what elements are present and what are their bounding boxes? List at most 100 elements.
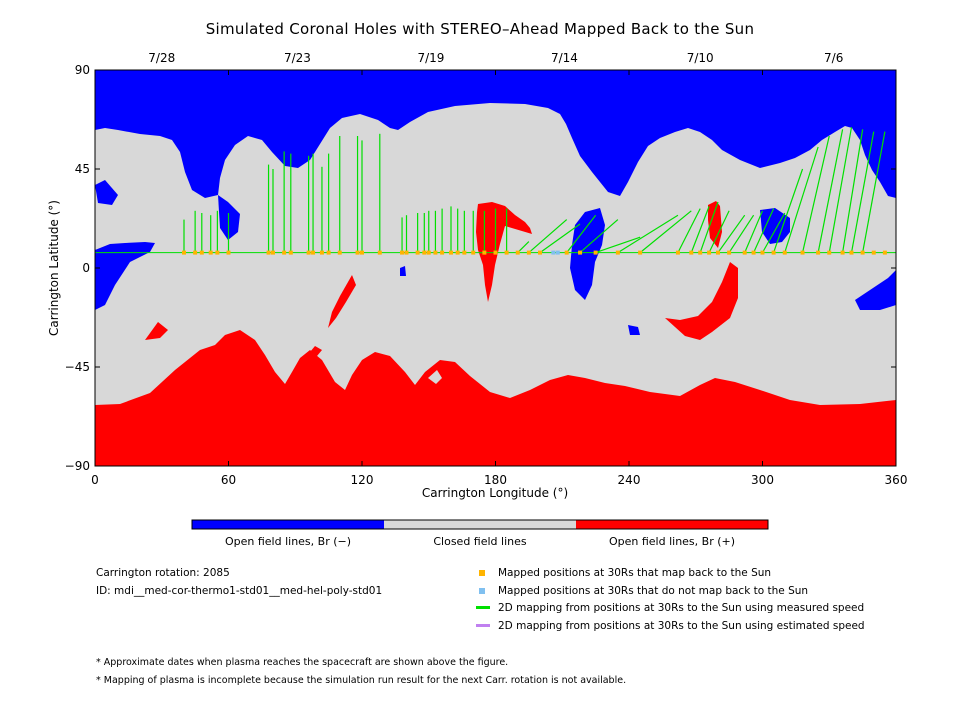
- mapped-marker: [493, 250, 498, 255]
- colorbar-frame: [191, 519, 769, 530]
- closed-field-region: [428, 370, 442, 384]
- mapped-marker: [727, 250, 732, 255]
- mapped-marker: [199, 250, 204, 255]
- colorbar: Open field lines, Br (−) Closed field li…: [191, 519, 769, 548]
- field-line: [677, 208, 701, 253]
- open-positive-region: [665, 262, 738, 340]
- mapped-marker: [193, 250, 198, 255]
- mapped-marker: [827, 250, 832, 255]
- date-tick-label: 7/10: [687, 51, 714, 65]
- mapped-marker: [615, 250, 620, 255]
- y-tick-label: −45: [65, 360, 90, 374]
- mapped-marker: [182, 250, 186, 255]
- mapped-marker: [282, 250, 287, 255]
- mapped-marker: [377, 250, 382, 255]
- y-tick-label: 90: [75, 63, 90, 77]
- mapped-marker: [288, 250, 293, 255]
- not-mapped-marker: [551, 250, 556, 255]
- not-mapped-marker: [555, 250, 560, 255]
- mapped-marker: [462, 250, 467, 255]
- model-id-text: ID: mdi__med-cor-thermo1-std01__med-hel-…: [96, 585, 383, 597]
- mapped-marker: [271, 250, 275, 255]
- legend-mapped-marker: [479, 570, 485, 576]
- colorbar-segment-positive: [576, 520, 768, 529]
- mapped-marker: [698, 250, 703, 255]
- field-line: [528, 219, 568, 254]
- legend-estimated-label: 2D mapping from positions at 30Rs to the…: [498, 620, 865, 632]
- mapped-marker: [226, 250, 231, 255]
- field-line: [850, 131, 875, 253]
- colorbar-segment-closed: [384, 520, 576, 529]
- legend-measured-label: 2D mapping from positions at 30Rs to the…: [498, 602, 865, 614]
- mapped-marker: [675, 250, 680, 255]
- mapped-marker: [593, 250, 598, 255]
- field-line: [728, 214, 755, 253]
- open-negative-region: [95, 242, 155, 310]
- legend-measured-line: [476, 606, 490, 609]
- open-negative-region: [95, 180, 118, 205]
- mapped-marker: [707, 250, 712, 255]
- mapped-marker: [578, 250, 583, 255]
- coronal-hole-map: [95, 70, 896, 466]
- mapped-marker: [360, 250, 364, 255]
- x-tick-label: 120: [351, 473, 374, 487]
- y-axis-label: Carrington Latitude (°): [47, 200, 61, 336]
- mapped-marker: [840, 250, 845, 255]
- mapped-marker: [422, 250, 427, 255]
- colorbar-label-positive: Open field lines, Br (+): [609, 535, 735, 548]
- date-tick-label: 7/23: [284, 51, 311, 65]
- mapped-marker: [400, 250, 405, 255]
- x-tick-label: 0: [91, 473, 99, 487]
- y-tick-label: 0: [82, 261, 90, 275]
- mapped-marker: [482, 250, 487, 255]
- field-line: [773, 168, 804, 253]
- field-line: [842, 129, 864, 253]
- mapped-marker: [782, 250, 787, 255]
- field-line: [753, 208, 775, 253]
- mapped-marker: [638, 250, 643, 255]
- mapped-marker: [306, 250, 311, 255]
- mapped-marker: [311, 250, 316, 255]
- date-tick-label: 7/28: [148, 51, 175, 65]
- carrington-rotation-text: Carrington rotation: 2085: [96, 567, 230, 579]
- y-tick-label: −90: [65, 459, 90, 473]
- date-tick-label: 7/6: [824, 51, 843, 65]
- mapped-marker: [860, 250, 865, 255]
- field-line: [566, 214, 597, 253]
- field-line: [699, 201, 719, 253]
- y-tick-label: 45: [75, 162, 90, 176]
- mapped-marker: [564, 250, 569, 255]
- footnote-dates: * Approximate dates when plasma reaches …: [96, 657, 509, 668]
- mapped-marker: [526, 250, 531, 255]
- legend-not-mapped-label: Mapped positions at 30Rs that do not map…: [498, 585, 809, 597]
- colorbar-label-negative: Open field lines, Br (−): [225, 535, 351, 548]
- colorbar-label-closed: Closed field lines: [433, 535, 527, 548]
- mapped-marker: [208, 250, 213, 255]
- mapped-marker: [742, 250, 747, 255]
- mapped-marker: [449, 250, 453, 255]
- mapped-marker: [751, 250, 756, 255]
- open-negative-region: [95, 70, 896, 198]
- x-tick-label: 240: [618, 473, 641, 487]
- field-line: [539, 223, 581, 254]
- mapped-marker: [849, 250, 854, 255]
- mapped-marker: [415, 250, 420, 255]
- field-line: [690, 206, 710, 253]
- field-line: [862, 131, 886, 253]
- mapped-marker: [816, 250, 821, 255]
- open-positive-region: [305, 346, 322, 362]
- mapped-marker: [882, 250, 887, 255]
- mapped-marker: [689, 250, 694, 255]
- field-line: [761, 212, 786, 253]
- x-tick-label: 60: [221, 473, 236, 487]
- open-negative-region: [570, 208, 605, 300]
- open-negative-region: [628, 325, 640, 335]
- mapped-markers: [182, 250, 887, 255]
- mapped-marker: [871, 250, 876, 255]
- mapped-marker: [215, 250, 220, 255]
- axes: 0 60 120 180 240 300 360 90 45 0 −45 −90 7/28 7/23 7/1…: [65, 51, 908, 487]
- mapped-marker: [337, 250, 342, 255]
- open-positive-region: [328, 275, 356, 328]
- mapped-marker: [471, 250, 476, 255]
